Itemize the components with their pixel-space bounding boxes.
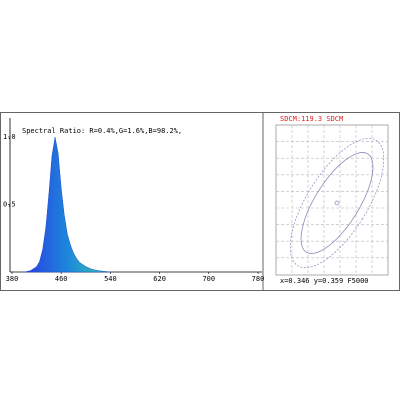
- sdcm-ellipse-outer: [289, 137, 385, 269]
- sdcm-center: [334, 200, 340, 206]
- sdcm-frame: [275, 124, 389, 276]
- annotation: Spectral Ratio: R=0.4%,G=1.6%,B=98.2%,: [22, 127, 182, 135]
- x-tick-label: 620: [153, 275, 166, 283]
- sdcm-grid: [276, 125, 388, 275]
- x-tick-label: 380: [6, 275, 19, 283]
- y-tick-label: 0.5: [3, 201, 16, 209]
- y-tick-label: 1.0: [3, 133, 16, 141]
- sdcm-footer: x=0.346 y=0.359 F5000: [280, 277, 369, 285]
- sdcm-panel: SDCM:119.3 SDCM x=0.346 y=0.359 F5000: [275, 115, 389, 285]
- sdcm-title: SDCM:119.3 SDCM: [280, 115, 343, 123]
- spectrum-chart: Spectral Ratio: R=0.4%,G=1.6%,B=98.2%, 3…: [3, 118, 264, 283]
- spectrum-area: [24, 136, 111, 273]
- x-tick-label: 780: [252, 275, 265, 283]
- x-tick-label: 700: [202, 275, 215, 283]
- sdcm-ellipse: [300, 152, 374, 254]
- x-tick-label: 540: [104, 275, 117, 283]
- x-tick-label: 460: [55, 275, 68, 283]
